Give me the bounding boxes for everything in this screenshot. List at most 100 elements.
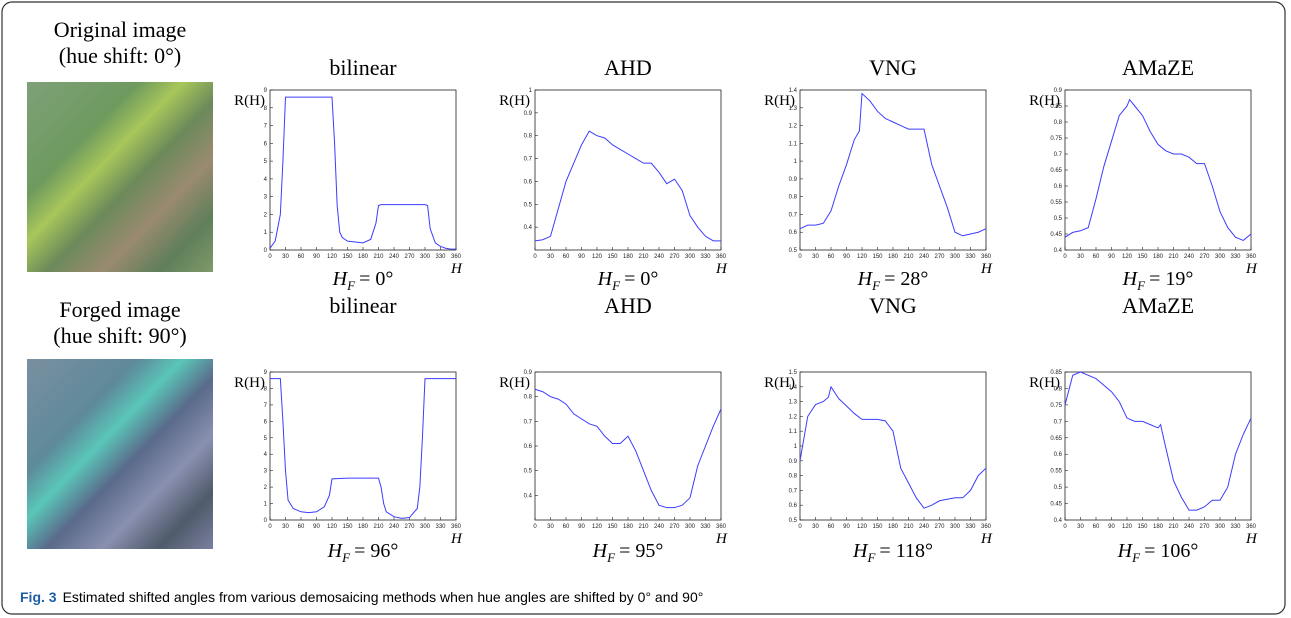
y-tick-label: 9 [264, 370, 268, 376]
x-tick-label: 330 [435, 524, 446, 530]
chart: VNG 0 30 60 90 120 150 180 210 240 270 300 330 360 0.5… [764, 293, 993, 565]
y-tick-label: 0 [264, 248, 268, 254]
y-tick-label: 1.1 [789, 141, 798, 147]
x-tick-label: 90 [313, 254, 320, 260]
x-tick-label: 330 [700, 254, 711, 260]
annotation: HF = 0° [597, 268, 659, 293]
chart-title: VNG [869, 293, 917, 318]
annotation: HF = 28° [857, 268, 929, 293]
image-title: Forged image [59, 297, 180, 322]
x-tick-label: 240 [919, 254, 930, 260]
y-tick-label: 0.4 [524, 225, 533, 231]
annotation-text: = 106° [1144, 540, 1198, 562]
annotation: HF = 95° [592, 540, 664, 565]
x-tick-label: 300 [950, 254, 961, 260]
x-tick-label: 330 [965, 254, 976, 260]
x-tick-label: 180 [888, 524, 899, 530]
y-tick-label: 0.5 [789, 518, 798, 524]
x-tick-label: 90 [313, 524, 320, 530]
x-tick-label: 60 [1093, 254, 1100, 260]
annotation-text: = 28° [884, 268, 928, 290]
image-subtitle: (hue shift: 0°) [59, 43, 181, 68]
y-axis-label: R(H) [764, 375, 795, 391]
y-tick-label: 0.9 [789, 459, 798, 465]
x-tick-label: 240 [654, 524, 665, 530]
y-axis-label: R(H) [499, 93, 530, 109]
x-tick-label: 360 [981, 254, 992, 260]
x-tick-label: 270 [1199, 254, 1210, 260]
chart-title: AMaZE [1122, 293, 1194, 318]
y-tick-label: 5 [264, 436, 268, 442]
plot-frame [1064, 371, 1252, 521]
x-tick-label: 30 [812, 254, 819, 260]
y-tick-label: 1 [529, 88, 533, 94]
annotation-subscript: F [341, 550, 351, 565]
annotation-subscript: F [866, 550, 876, 565]
series-line [1064, 98, 1252, 241]
plot-frame [534, 371, 722, 521]
x-tick-label: 0 [1063, 524, 1067, 530]
chart-title: AHD [604, 55, 652, 80]
x-tick-label: 120 [857, 524, 868, 530]
y-tick-label: 0.7 [1054, 419, 1063, 425]
annotation: HF = 19° [1122, 268, 1194, 293]
y-tick-label: 4 [264, 177, 268, 183]
annotation-symbol: H [592, 540, 609, 562]
y-tick-label: 0.85 [1050, 104, 1062, 110]
x-axis-label: H [715, 261, 728, 277]
y-tick-label: 0.75 [1050, 136, 1062, 142]
x-tick-label: 90 [843, 254, 850, 260]
y-tick-label: 0.7 [524, 419, 533, 425]
x-tick-label: 150 [1137, 524, 1148, 530]
x-tick-label: 270 [669, 254, 680, 260]
image-title: Original image [54, 17, 187, 42]
x-tick-label: 180 [623, 524, 634, 530]
y-tick-label: 0.6 [789, 503, 798, 509]
y-tick-label: 0.65 [1050, 168, 1062, 174]
chart: AHD 0 30 60 90 120 150 180 210 240 270 300 330 360 0.4… [499, 55, 728, 293]
x-tick-label: 120 [1122, 254, 1133, 260]
x-tick-label: 330 [1230, 254, 1241, 260]
y-tick-label: 1 [264, 502, 268, 508]
y-axis-label: R(H) [1029, 375, 1060, 391]
x-tick-label: 150 [607, 524, 618, 530]
y-tick-label: 1.4 [789, 385, 798, 391]
x-tick-label: 360 [716, 254, 727, 260]
x-tick-label: 360 [1246, 254, 1257, 260]
annotation-symbol: H [1122, 268, 1139, 290]
y-tick-label: 0.8 [1054, 120, 1063, 126]
x-tick-label: 270 [934, 524, 945, 530]
x-tick-label: 180 [1153, 524, 1164, 530]
x-tick-label: 30 [282, 524, 289, 530]
x-tick-label: 240 [919, 524, 930, 530]
caption-text: Estimated shifted angles from various de… [63, 589, 704, 605]
x-tick-label: 210 [1168, 524, 1179, 530]
annotation-text: = 0° [359, 268, 393, 290]
y-tick-label: 1 [794, 159, 798, 165]
y-tick-label: 0.9 [524, 370, 533, 376]
y-tick-label: 0.8 [789, 195, 798, 201]
x-tick-label: 60 [298, 524, 305, 530]
annotation-symbol: H [327, 540, 344, 562]
x-axis-label: H [980, 531, 993, 547]
x-tick-label: 30 [282, 254, 289, 260]
x-tick-label: 210 [373, 524, 384, 530]
y-tick-label: 0.5 [789, 248, 798, 254]
annotation: HF = 106° [1117, 540, 1199, 565]
x-tick-label: 30 [1077, 254, 1084, 260]
y-axis-label: R(H) [499, 375, 530, 391]
y-tick-label: 0.8 [1054, 386, 1063, 392]
y-tick-label: 0 [264, 518, 268, 524]
y-tick-label: 0.5 [524, 469, 533, 475]
x-tick-label: 150 [872, 524, 883, 530]
plot-frame [1064, 89, 1252, 251]
series-line [799, 385, 987, 509]
y-tick-label: 2 [264, 212, 268, 218]
x-tick-label: 240 [654, 254, 665, 260]
annotation-subscript: F [611, 278, 621, 293]
x-tick-label: 270 [404, 254, 415, 260]
annotation-subscript: F [871, 278, 881, 293]
x-axis-label: H [450, 531, 463, 547]
y-tick-label: 1.5 [789, 370, 798, 376]
